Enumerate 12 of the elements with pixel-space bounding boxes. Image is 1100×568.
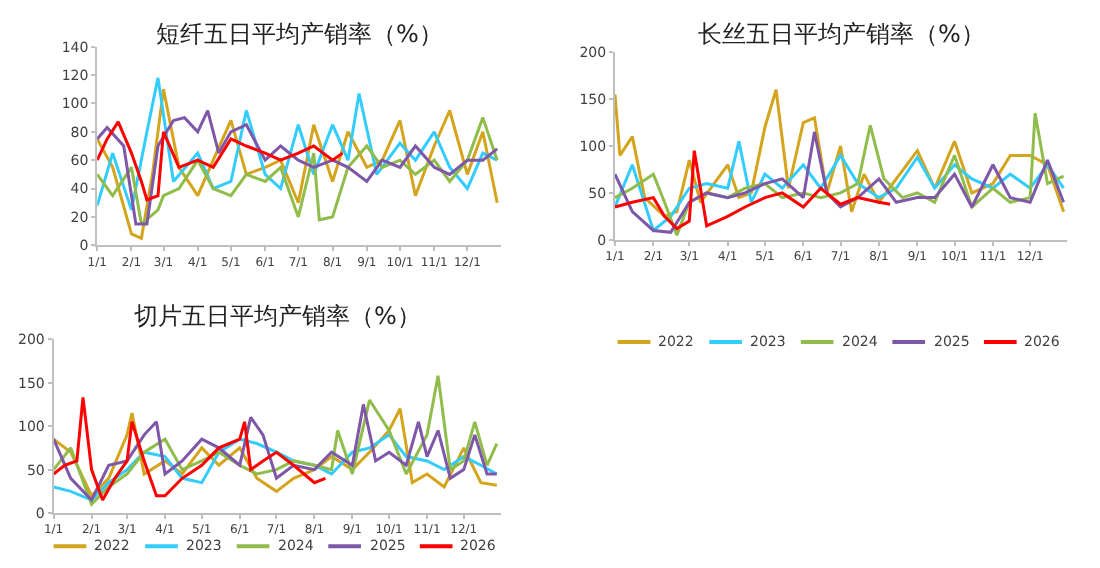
chart-title: 长丝五日平均产销率（%）	[698, 20, 985, 48]
chart-title: 切片五日平均产销率（%）	[134, 302, 421, 330]
line-series	[97, 76, 499, 212]
line-series	[614, 111, 1066, 237]
line-series	[53, 433, 499, 502]
line-series	[53, 395, 327, 502]
line-series	[53, 374, 499, 506]
line-series	[614, 88, 1066, 218]
line-series	[97, 87, 499, 240]
line-series	[614, 149, 892, 231]
chart-title: 短纤五日平均产销率（%）	[156, 20, 443, 48]
line-series	[97, 120, 344, 202]
